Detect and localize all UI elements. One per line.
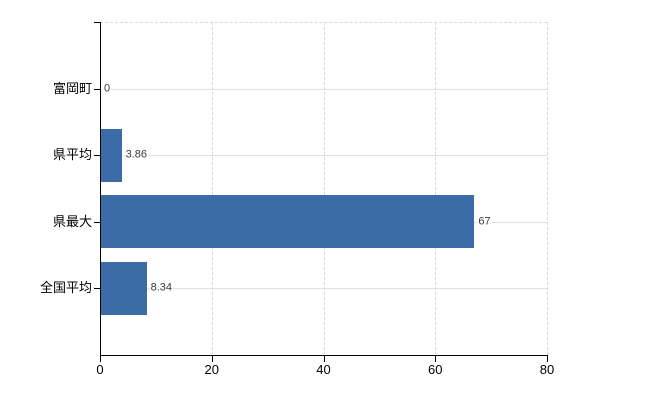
value-label-2: 67 — [477, 215, 492, 229]
y-axis-top-tick — [94, 22, 100, 23]
horizontal-gridline-1 — [100, 155, 547, 157]
x-axis-tick-0 — [100, 356, 101, 362]
bar-2 — [100, 195, 475, 249]
x-axis-tick-80 — [547, 356, 548, 362]
horizontal-gridline-0 — [100, 88, 547, 90]
vertical-gridline-20 — [211, 22, 213, 355]
vertical-gridline-60 — [435, 22, 437, 355]
x-tick-label-60: 60 — [428, 362, 443, 377]
plot-area: 0 3.86 67 8.34 — [100, 22, 548, 355]
x-axis-tick-20 — [211, 356, 213, 362]
category-label-2: 県最大 — [52, 214, 92, 229]
value-label-3: 8.34 — [149, 281, 174, 295]
horizontal-gridline-3 — [100, 288, 547, 290]
bar-1 — [100, 128, 122, 182]
y-axis-tick-3 — [94, 288, 100, 290]
x-tick-label-80: 80 — [539, 362, 555, 377]
vertical-gridline-80 — [547, 22, 548, 355]
x-axis-tick-60 — [435, 356, 437, 362]
value-label-0: 0 — [103, 82, 112, 96]
y-axis-tick-0 — [94, 88, 100, 90]
bar-3 — [100, 261, 147, 315]
vertical-gridline-40 — [323, 22, 325, 355]
y-axis-tick-1 — [94, 155, 100, 157]
x-axis-line — [100, 355, 548, 356]
y-axis-line — [100, 22, 101, 356]
y-axis-tick-2 — [94, 221, 100, 223]
category-label-3: 全国平均 — [39, 280, 92, 296]
x-axis-tick-40 — [323, 356, 325, 362]
value-label-1: 3.86 — [124, 148, 148, 162]
x-tick-label-0: 0 — [96, 362, 104, 377]
category-label-0: 富岡町 — [52, 80, 92, 96]
x-tick-label-20: 20 — [204, 362, 219, 377]
category-label-1: 県平均 — [52, 147, 92, 163]
x-tick-label-40: 40 — [316, 362, 331, 377]
